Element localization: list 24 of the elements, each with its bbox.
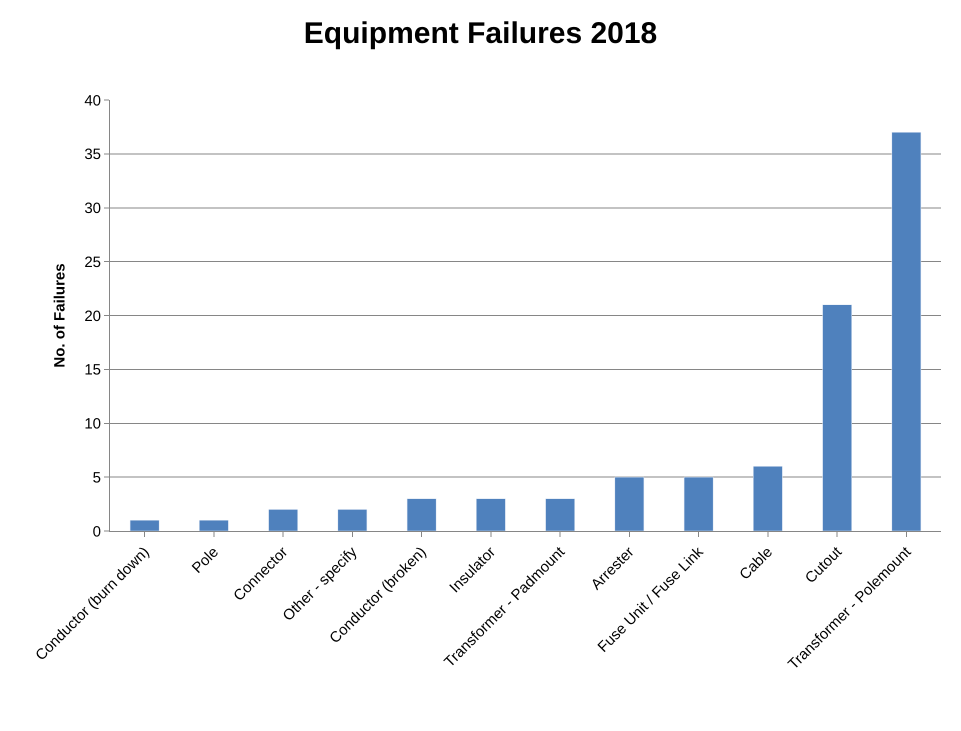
y-axis-title: No. of Failures	[52, 263, 69, 368]
y-tick-label: 30	[84, 200, 101, 217]
bar	[406, 498, 436, 531]
bar	[268, 509, 298, 531]
x-tick-label: Pole	[188, 544, 222, 577]
bar	[684, 476, 714, 531]
y-tick-label: 10	[84, 416, 101, 432]
y-tick-label: 5	[92, 469, 101, 486]
bar	[476, 498, 506, 531]
y-tick-label: 0	[92, 523, 101, 540]
bar	[753, 466, 783, 531]
bar	[545, 498, 575, 531]
y-tick-label: 20	[84, 308, 101, 325]
bar	[822, 304, 852, 531]
bar	[199, 520, 229, 531]
chart-title: Equipment Failures 2018	[304, 16, 658, 50]
bar	[892, 132, 922, 531]
bar	[338, 509, 368, 531]
y-tick-label: 35	[84, 146, 101, 164]
bar	[614, 476, 644, 531]
bar	[130, 520, 160, 531]
y-tick-label: 15	[84, 362, 101, 379]
y-tick-label: 25	[84, 254, 101, 271]
y-tick-label: 40	[84, 92, 101, 110]
